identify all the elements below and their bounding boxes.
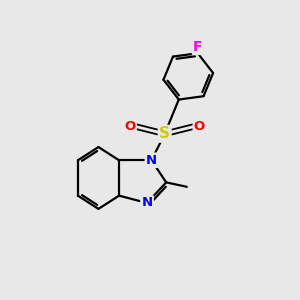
Text: O: O (194, 120, 205, 133)
Text: N: N (142, 196, 153, 209)
Text: S: S (159, 126, 170, 141)
Text: F: F (193, 40, 202, 54)
Text: N: N (146, 154, 157, 167)
Text: O: O (124, 120, 136, 133)
